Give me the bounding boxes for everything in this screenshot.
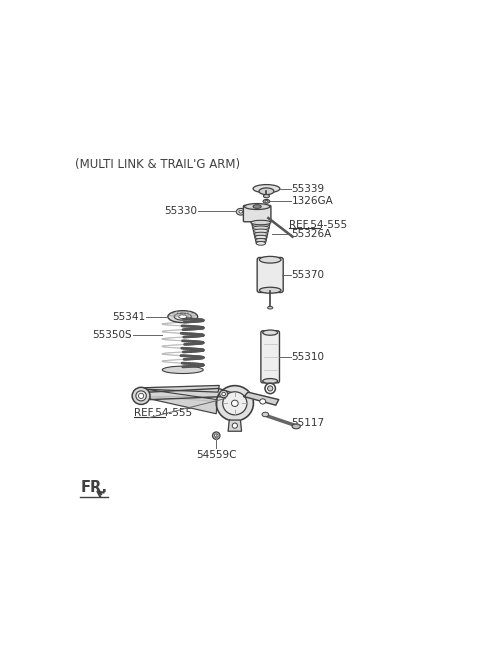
Ellipse shape	[232, 423, 238, 428]
Ellipse shape	[264, 195, 269, 198]
Ellipse shape	[267, 307, 273, 309]
Text: REF.54-555: REF.54-555	[133, 408, 192, 419]
Ellipse shape	[244, 204, 270, 210]
Ellipse shape	[252, 226, 269, 230]
Polygon shape	[244, 392, 279, 405]
Text: 55339: 55339	[291, 185, 324, 195]
Text: 55370: 55370	[291, 270, 324, 280]
Ellipse shape	[253, 229, 268, 233]
Ellipse shape	[252, 223, 270, 227]
Text: 55350S: 55350S	[92, 330, 132, 340]
FancyBboxPatch shape	[257, 257, 283, 293]
Text: 55310: 55310	[291, 352, 324, 362]
Text: 1326GA: 1326GA	[291, 196, 333, 206]
Ellipse shape	[253, 185, 280, 193]
Ellipse shape	[223, 392, 247, 415]
Ellipse shape	[132, 387, 150, 404]
Ellipse shape	[216, 386, 253, 421]
Text: FR.: FR.	[81, 480, 108, 495]
Ellipse shape	[174, 313, 192, 320]
Ellipse shape	[253, 204, 261, 208]
Ellipse shape	[259, 256, 281, 263]
Ellipse shape	[213, 432, 220, 440]
Polygon shape	[145, 389, 217, 414]
Ellipse shape	[265, 200, 268, 202]
Ellipse shape	[259, 188, 274, 195]
Text: (MULTI LINK & TRAIL'G ARM): (MULTI LINK & TRAIL'G ARM)	[75, 158, 240, 171]
Ellipse shape	[259, 288, 281, 293]
Text: 54559C: 54559C	[196, 450, 237, 460]
Ellipse shape	[263, 200, 270, 203]
Ellipse shape	[262, 412, 269, 417]
Ellipse shape	[263, 379, 277, 383]
Polygon shape	[228, 420, 241, 431]
Ellipse shape	[139, 393, 144, 398]
FancyBboxPatch shape	[243, 206, 271, 222]
Ellipse shape	[136, 391, 146, 401]
Text: REF.54-555: REF.54-555	[289, 220, 347, 230]
Ellipse shape	[292, 424, 300, 429]
Ellipse shape	[251, 220, 271, 225]
Polygon shape	[148, 388, 242, 400]
Polygon shape	[145, 385, 219, 392]
Ellipse shape	[267, 386, 273, 391]
Ellipse shape	[260, 399, 266, 404]
Text: 55341: 55341	[112, 312, 145, 322]
Ellipse shape	[256, 242, 265, 245]
FancyBboxPatch shape	[261, 331, 279, 383]
Text: 55330: 55330	[164, 206, 197, 215]
Ellipse shape	[179, 315, 187, 318]
Ellipse shape	[255, 235, 267, 239]
Ellipse shape	[255, 238, 266, 242]
Text: 55117: 55117	[291, 418, 324, 428]
Text: 55326A: 55326A	[291, 229, 332, 239]
Ellipse shape	[222, 392, 226, 396]
Ellipse shape	[231, 400, 238, 407]
Ellipse shape	[236, 208, 245, 215]
Ellipse shape	[265, 383, 276, 394]
Ellipse shape	[263, 330, 277, 335]
Ellipse shape	[215, 434, 218, 438]
Ellipse shape	[219, 390, 228, 398]
Ellipse shape	[239, 210, 243, 213]
Ellipse shape	[162, 366, 203, 373]
Ellipse shape	[254, 232, 268, 236]
Ellipse shape	[168, 310, 198, 323]
